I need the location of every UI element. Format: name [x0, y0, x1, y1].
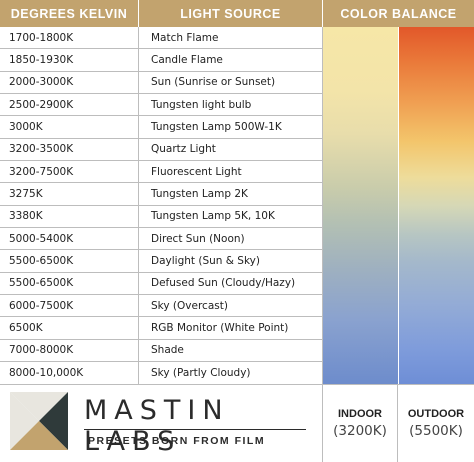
light-source-cell: RGB Monitor (White Point): [139, 317, 323, 339]
kelvin-cell: 3000K: [0, 116, 139, 138]
table-row: 5500-6500K Daylight (Sun & Sky): [0, 250, 474, 273]
kelvin-cell: 5500-6500K: [0, 272, 139, 295]
light-source-cell: Candle Flame: [139, 49, 323, 71]
outdoor-gradient: [399, 27, 474, 384]
outdoor-label: OUTDOOR: [407, 408, 465, 420]
kelvin-cell: 3380K: [0, 205, 139, 228]
table-row: 6500K RGB Monitor (White Point): [0, 317, 474, 340]
kelvin-cell: 7000-8000K: [0, 339, 139, 362]
light-source-cell: Tungsten Lamp 5K, 10K: [139, 205, 323, 228]
table-header: DEGREES KELVIN LIGHT SOURCE COLOR BALANC…: [0, 0, 474, 27]
brand-divider: [84, 429, 306, 430]
table-row: 3000K Tungsten Lamp 500W-1K: [0, 116, 474, 139]
mastin-labs-logo-icon: [10, 392, 68, 450]
kelvin-cell: 5500-6500K: [0, 250, 139, 272]
table-row: 1700-1800K Match Flame: [0, 27, 474, 50]
brand-block: MASTIN LABS PRESETS BORN FROM FILM: [0, 385, 323, 462]
indoor-value: (3200K): [333, 423, 387, 439]
light-source-cell: Sky (Partly Cloudy): [139, 362, 323, 384]
kelvin-cell: 3200-3500K: [0, 138, 139, 161]
kelvin-cell: 1850-1930K: [0, 49, 139, 71]
table-row: 8000-10,000K Sky (Partly Cloudy): [0, 362, 474, 385]
indoor-label: INDOOR: [338, 408, 382, 420]
light-source-cell: Sky (Overcast): [139, 295, 323, 317]
light-source-cell: Tungsten Lamp 500W-1K: [139, 116, 323, 138]
table-body: 1700-1800K Match Flame 1850-1930K Candle Fl…: [0, 27, 474, 385]
kelvin-cell: 8000-10,000K: [0, 362, 139, 384]
table-row: 3380K Tungsten Lamp 5K, 10K: [0, 205, 474, 229]
light-source-cell: Defused Sun (Cloudy/Hazy): [139, 272, 323, 295]
header-color-balance: COLOR BALANCE: [340, 6, 457, 21]
outdoor-preset: OUTDOOR (5500K): [398, 385, 474, 462]
brand-tagline: PRESETS BORN FROM FILM: [88, 435, 266, 447]
header-light-source: LIGHT SOURCE: [139, 0, 323, 27]
table-row: 2500-2900K Tungsten light bulb: [0, 94, 474, 117]
kelvin-cell: 1700-1800K: [0, 27, 139, 49]
kelvin-cell: 3275K: [0, 183, 139, 205]
table-row: 3200-3500K Quartz Light: [0, 138, 474, 162]
table-row: 6000-7500K Sky (Overcast): [0, 295, 474, 318]
kelvin-cell: 5000-5400K: [0, 228, 139, 250]
table-row: 3200-7500K Fluorescent Light: [0, 161, 474, 184]
light-source-cell: Shade: [139, 339, 323, 362]
table-row: 2000-3000K Sun (Sunrise or Sunset): [0, 71, 474, 95]
footer: MASTIN LABS PRESETS BORN FROM FILM INDOO…: [0, 384, 474, 462]
table-row: 3275K Tungsten Lamp 2K: [0, 183, 474, 206]
brand-name: MASTIN LABS: [84, 395, 230, 457]
color-balance-swatches: [323, 27, 474, 384]
kelvin-cell: 2500-2900K: [0, 94, 139, 116]
light-source-cell: Daylight (Sun & Sky): [139, 250, 323, 272]
indoor-preset: INDOOR (3200K): [323, 385, 398, 462]
light-source-cell: Tungsten Lamp 2K: [139, 183, 323, 205]
table-row: 7000-8000K Shade: [0, 339, 474, 363]
light-source-cell: Match Flame: [139, 27, 323, 49]
light-source-cell: Direct Sun (Noon): [139, 228, 323, 250]
kelvin-cell: 6500K: [0, 317, 139, 339]
light-source-cell: Fluorescent Light: [139, 161, 323, 183]
header-degrees-kelvin: DEGREES KELVIN: [0, 0, 139, 27]
light-source-cell: Tungsten light bulb: [139, 94, 323, 116]
light-source-cell: Quartz Light: [139, 138, 323, 161]
table-row: 5500-6500K Defused Sun (Cloudy/Hazy): [0, 272, 474, 296]
table-row: 1850-1930K Candle Flame: [0, 49, 474, 72]
kelvin-cell: 3200-7500K: [0, 161, 139, 183]
kelvin-cell: 6000-7500K: [0, 295, 139, 317]
outdoor-value: (5500K): [409, 423, 463, 439]
light-source-cell: Sun (Sunrise or Sunset): [139, 71, 323, 94]
kelvin-cell: 2000-3000K: [0, 71, 139, 94]
table-row: 5000-5400K Direct Sun (Noon): [0, 228, 474, 251]
indoor-gradient: [323, 27, 399, 384]
